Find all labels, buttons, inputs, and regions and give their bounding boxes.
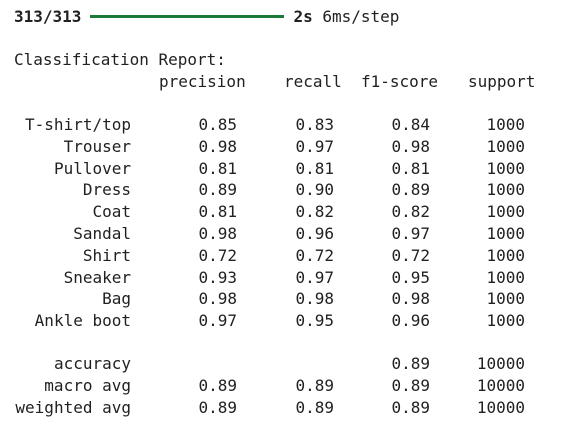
row-support: 1000 (486, 245, 525, 265)
row-support: 1000 (486, 224, 525, 243)
row-label: Bag (102, 289, 131, 309)
row-precision: 0.72 (198, 245, 237, 265)
row-label: accuracy (53, 354, 131, 373)
summary-row: weighted avg 0.89 0.89 0.89 10000 (14, 397, 574, 419)
row-recall: 0.96 (295, 224, 334, 243)
row-f1-score: 0.98 (391, 289, 430, 309)
row-precision: 0.97 (198, 311, 237, 331)
report-row: Coat 0.81 0.82 0.82 1000 (14, 201, 574, 223)
row-label: weighted avg (15, 397, 131, 417)
report-title: Classification Report: (14, 50, 226, 69)
row-precision: 0.98 (198, 136, 237, 156)
header-recall: recall (284, 72, 342, 91)
row-support: 1000 (486, 180, 525, 200)
row-f1-score: 0.82 (391, 202, 430, 222)
row-recall: 0.90 (295, 180, 334, 200)
progress-line: 313/313 2s 6ms/step (14, 6, 399, 28)
row-support: 1000 (486, 289, 525, 309)
row-precision: 0.98 (198, 224, 237, 243)
row-f1-score: 0.81 (391, 158, 430, 178)
report-header-row: precision recall f1-score support (14, 71, 574, 93)
row-recall: 0.72 (295, 245, 334, 265)
row-recall: 0.97 (295, 136, 334, 156)
row-f1-score: 0.89 (391, 397, 430, 417)
notebook-output: 313/313 2s 6ms/step Classification Report… (14, 0, 574, 446)
report-row: Dress 0.89 0.90 0.89 1000 (14, 179, 574, 201)
report-row: Trouser 0.98 0.97 0.98 1000 (14, 136, 574, 158)
row-recall: 0.81 (295, 158, 334, 178)
row-support: 1000 (486, 202, 525, 222)
row-label: Pullover (53, 158, 131, 178)
row-f1-score: 0.98 (391, 136, 430, 156)
row-f1-score: 0.95 (391, 267, 430, 287)
row-precision: 0.89 (198, 375, 237, 395)
row-recall: 0.89 (295, 397, 334, 417)
header-support: support (468, 72, 536, 91)
row-f1-score: 0.97 (391, 224, 430, 243)
row-support: 1000 (486, 267, 525, 287)
row-f1-score: 0.84 (391, 115, 430, 134)
row-recall: 0.95 (295, 311, 334, 331)
report-row: Pullover 0.81 0.81 0.81 1000 (14, 158, 574, 180)
row-f1-score: 0.89 (391, 180, 430, 200)
row-label: Coat (92, 202, 131, 222)
header-precision: precision (159, 72, 246, 91)
row-label: T-shirt/top (25, 115, 131, 134)
row-recall: 0.97 (295, 267, 334, 287)
row-precision: 0.85 (198, 115, 237, 134)
row-precision: 0.89 (198, 180, 237, 200)
progress-bar (90, 14, 285, 18)
row-f1-score: 0.89 (391, 375, 430, 395)
row-label: Sandal (73, 224, 131, 243)
summary-row: macro avg 0.89 0.89 0.89 10000 (14, 375, 574, 397)
report-row: T-shirt/top 0.85 0.83 0.84 1000 (14, 114, 574, 136)
row-recall: 0.98 (295, 289, 334, 309)
report-row: Ankle boot 0.97 0.95 0.96 1000 (14, 310, 574, 332)
row-support: 1000 (486, 136, 525, 156)
row-f1-score: 0.72 (391, 245, 430, 265)
row-support: 10000 (476, 375, 525, 395)
row-label: Sneaker (63, 267, 131, 287)
row-recall: 0.83 (295, 115, 334, 134)
row-f1-score: 0.89 (391, 354, 430, 373)
row-support: 1000 (486, 115, 525, 134)
row-precision: 0.81 (198, 158, 237, 178)
row-support: 10000 (476, 397, 525, 417)
report-row: Bag 0.98 0.98 0.98 1000 (14, 288, 574, 310)
report-row: Sandal 0.98 0.96 0.97 1000 (14, 223, 574, 245)
row-label: Ankle boot (34, 311, 131, 331)
row-precision: 0.93 (198, 267, 237, 287)
row-f1-score: 0.96 (391, 311, 430, 331)
row-precision: 0.81 (198, 202, 237, 222)
row-label: Dress (82, 180, 131, 200)
row-recall: 0.89 (295, 375, 334, 395)
progress-elapsed: 2s (293, 7, 313, 26)
row-label: Shirt (82, 245, 131, 265)
row-support: 10000 (476, 354, 525, 373)
progress-steps: 313/313 (14, 7, 82, 26)
progress-per-step: 6ms/step (322, 7, 400, 26)
row-label: Trouser (63, 136, 131, 156)
report-row: Sneaker 0.93 0.97 0.95 1000 (14, 267, 574, 289)
row-support: 1000 (486, 158, 525, 178)
summary-row: accuracy 0.89 10000 (14, 353, 574, 375)
header-f1-score: f1-score (361, 72, 439, 91)
row-recall: 0.82 (295, 202, 334, 222)
row-precision: 0.98 (198, 289, 237, 309)
report-row: Shirt 0.72 0.72 0.72 1000 (14, 245, 574, 267)
row-support: 1000 (486, 311, 525, 331)
row-precision: 0.89 (198, 397, 237, 417)
row-label: macro avg (44, 375, 131, 395)
